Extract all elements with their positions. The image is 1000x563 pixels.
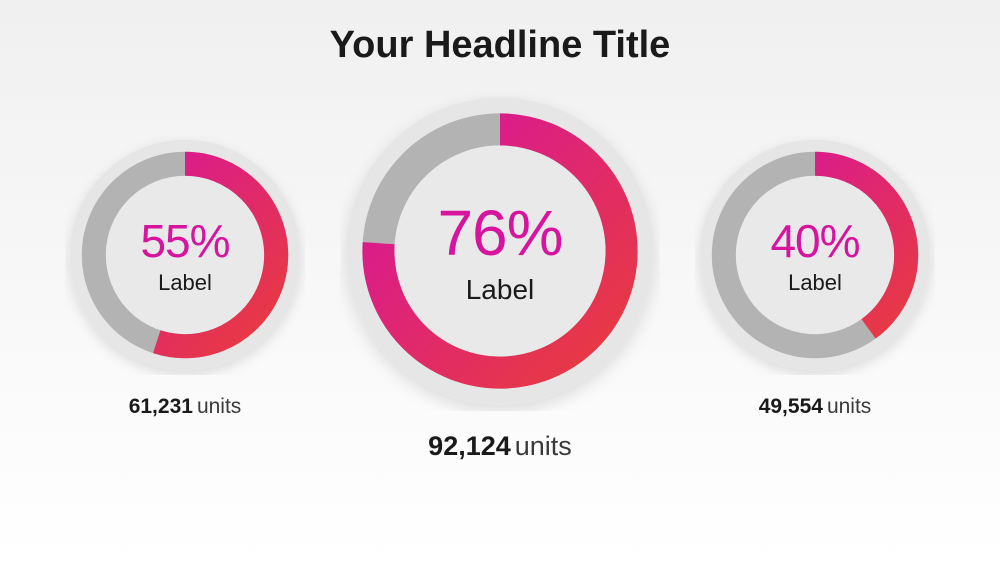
gauge-left-caption-units: units bbox=[197, 395, 241, 418]
gauge-left-label: Label bbox=[158, 270, 212, 296]
gauge-center-caption-units: units bbox=[515, 431, 572, 461]
gauge-right-caption: 49,554units bbox=[759, 395, 872, 419]
gauges-row: 55% Label 61,231units bbox=[0, 91, 1000, 462]
gauge-left: 55% Label bbox=[65, 135, 305, 375]
gauge-center-caption: 92,124units bbox=[428, 431, 572, 462]
gauge-right-label: Label bbox=[788, 270, 842, 296]
page-title: Your Headline Title bbox=[0, 0, 1000, 67]
gauge-right: 40% Label bbox=[695, 135, 935, 375]
gauge-center-percent: 76% bbox=[437, 196, 562, 270]
gauge-center: 76% Label bbox=[340, 91, 660, 411]
gauge-center-label: Label bbox=[466, 274, 535, 306]
gauge-left-center: 55% Label bbox=[65, 135, 305, 375]
gauge-right-caption-units: units bbox=[827, 395, 871, 418]
gauge-left-caption-number: 61,231 bbox=[129, 395, 193, 418]
gauge-right-caption-number: 49,554 bbox=[759, 395, 823, 418]
gauge-center-center: 76% Label bbox=[340, 91, 660, 411]
gauge-center-caption-number: 92,124 bbox=[428, 431, 511, 461]
gauge-left-wrap: 55% Label 61,231units bbox=[65, 135, 305, 419]
gauge-right-center: 40% Label bbox=[695, 135, 935, 375]
gauge-left-caption: 61,231units bbox=[129, 395, 242, 419]
gauge-right-percent: 40% bbox=[770, 214, 859, 268]
gauge-left-percent: 55% bbox=[140, 214, 229, 268]
gauge-right-wrap: 40% Label 49,554units bbox=[695, 135, 935, 419]
gauge-center-wrap: 76% Label 92,124units bbox=[340, 91, 660, 462]
